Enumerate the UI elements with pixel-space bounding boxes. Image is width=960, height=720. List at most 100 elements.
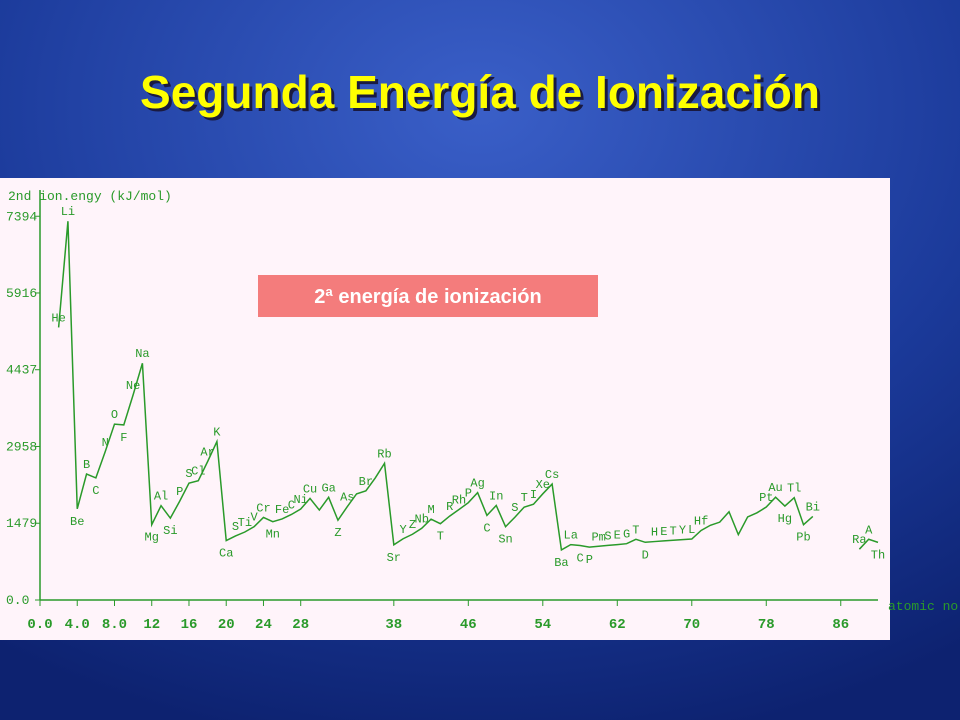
element-label: O (111, 408, 118, 422)
element-label: C (576, 552, 583, 566)
element-label: L (688, 523, 695, 537)
element-label: Ba (554, 556, 568, 570)
element-label: Z (334, 526, 341, 540)
y-tick-label: 7394 (6, 209, 37, 224)
element-label: T (521, 491, 528, 505)
x-tick-label: 8.0 (102, 617, 127, 633)
x-tick-label: 78 (758, 617, 775, 633)
element-label: Th (871, 548, 885, 562)
x-tick-label: 86 (832, 617, 849, 633)
x-tick-label: 38 (385, 617, 402, 633)
x-tick-label: 28 (292, 617, 309, 633)
element-label: T (632, 523, 639, 537)
element-label: Sn (498, 533, 512, 547)
element-label: Rh (452, 493, 466, 507)
element-label: Na (135, 347, 149, 361)
element-label: T (670, 524, 677, 538)
element-label: M (427, 503, 434, 517)
element-label: F (120, 431, 127, 445)
x-tick-label: 54 (534, 617, 551, 633)
element-label: B (83, 458, 90, 472)
x-tick-label: 0.0 (27, 617, 52, 633)
element-label: Tl (787, 482, 801, 496)
element-label: Cr (256, 501, 270, 515)
x-tick-label: 16 (181, 617, 198, 633)
element-label: E (614, 529, 621, 543)
chart-panel (0, 178, 890, 640)
element-label: Be (70, 515, 84, 529)
annotation-box (258, 275, 598, 317)
element-label: Mg (145, 531, 159, 545)
element-label: C (288, 498, 295, 512)
element-label: Cu (303, 482, 317, 496)
element-label: C (92, 484, 99, 498)
element-label: As (340, 491, 354, 505)
element-label: Ca (219, 547, 233, 561)
element-label: Au (768, 481, 782, 495)
x-tick-label: 12 (143, 617, 160, 633)
element-label: Hg (778, 512, 792, 526)
element-label: V (251, 511, 259, 525)
chart: 2nd ion.engy (kJ/mol) atomic no 0.0 1479 295… (6, 189, 958, 633)
title-shadow: Segunda Energía de Ionización (143, 69, 823, 121)
element-label: Li (61, 205, 75, 219)
element-label: Ar (200, 446, 214, 460)
y-tick-label: 4437 (6, 363, 37, 378)
element-label: G (623, 528, 630, 542)
element-label: C (483, 521, 490, 535)
y-tick-label: 1479 (6, 516, 37, 531)
element-label: P (176, 485, 183, 499)
element-label: Si (163, 524, 177, 538)
element-label: Mn (266, 528, 280, 542)
element-label: In (489, 489, 503, 503)
element-label: S (185, 467, 192, 481)
element-label: He (51, 311, 65, 325)
element-label: Hf (694, 514, 708, 528)
element-label: Y (679, 524, 686, 538)
element-label: H (651, 526, 658, 540)
element-label: Fe (275, 503, 289, 517)
element-label: Y (400, 523, 407, 537)
element-label: Ni (294, 493, 308, 507)
element-label: Ga (321, 481, 335, 495)
element-label: P (465, 487, 472, 501)
element-label: Sr (387, 551, 401, 565)
element-label: Rb (377, 447, 391, 461)
element-label: Ti (238, 516, 252, 530)
element-label: Br (359, 475, 373, 489)
element-label: Al (154, 490, 168, 504)
x-tick-label: 62 (609, 617, 626, 633)
x-axis-label: atomic no (888, 599, 958, 614)
element-label: R (446, 500, 453, 514)
element-label: S (604, 529, 611, 543)
y-tick-label: 5916 (6, 286, 37, 301)
element-label: A (865, 523, 873, 537)
element-label: S (511, 501, 518, 515)
element-label: P (586, 553, 593, 567)
element-label: K (213, 426, 221, 440)
element-label: Ra (852, 533, 866, 547)
element-label: Bi (806, 500, 820, 514)
element-label: Ag (470, 477, 484, 491)
element-label: Z (409, 518, 416, 532)
x-tick-label: 24 (255, 617, 272, 633)
element-label: E (660, 525, 667, 539)
title: Segunda Energía de Ionización (140, 66, 820, 118)
element-label: Cl (191, 465, 205, 479)
element-label: Cs (545, 468, 559, 482)
element-label: N (102, 436, 109, 450)
y-tick-label: 2958 (6, 439, 37, 454)
element-label: Nb (415, 512, 429, 526)
element-label: La (564, 529, 578, 543)
element-label: I (530, 488, 537, 502)
x-tick-label: 70 (683, 617, 700, 633)
element-label: Xe (536, 478, 550, 492)
data-line (57, 221, 879, 552)
x-tick-label: 4.0 (65, 617, 90, 633)
y-axis-label: 2nd ion.engy (kJ/mol) (8, 189, 172, 204)
y-tick-label: 0.0 (6, 593, 29, 608)
element-label: Pm (591, 530, 605, 544)
element-label: D (642, 548, 649, 562)
annotation: 2ª energía de ionización (314, 286, 541, 308)
